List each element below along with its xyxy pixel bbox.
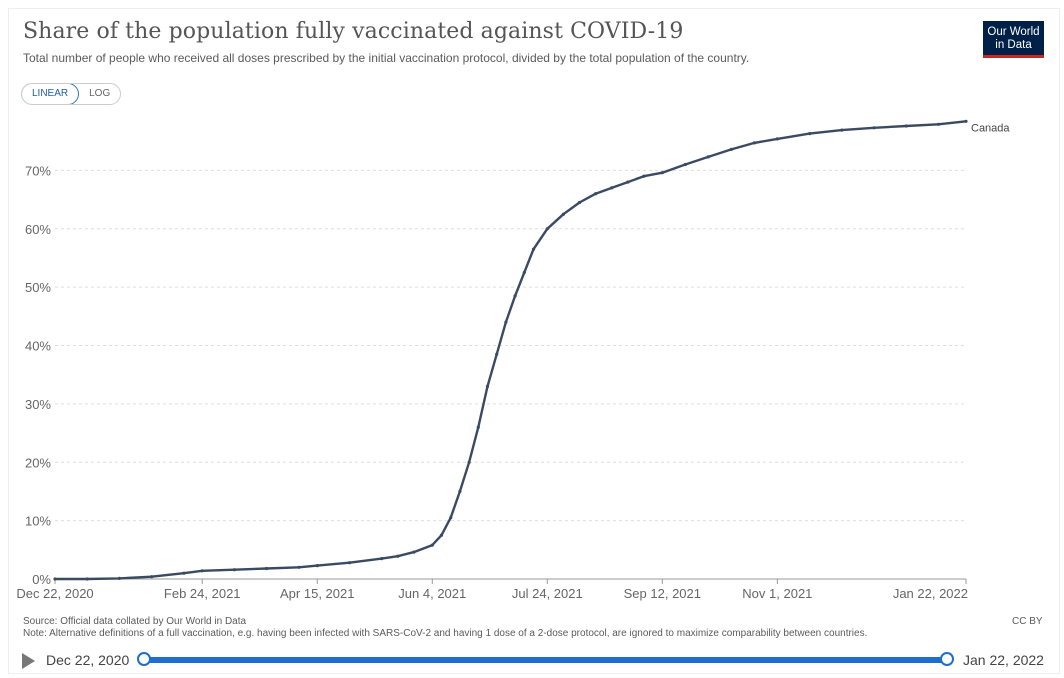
data-point: [775, 137, 780, 141]
data-point: [964, 119, 968, 123]
data-point: [808, 132, 812, 136]
data-point: [449, 516, 453, 520]
data-point: [485, 384, 490, 388]
data-point: [872, 126, 876, 130]
data-point: [522, 270, 526, 275]
data-point: [265, 566, 269, 571]
data-point: [642, 174, 646, 178]
timeline-start-handle[interactable]: [137, 652, 151, 666]
data-point: [752, 141, 757, 145]
data-point: [53, 577, 57, 581]
log-scale-button[interactable]: LOG: [89, 88, 111, 99]
linear-scale-button[interactable]: LINEAR: [22, 84, 80, 104]
timeline: Dec 22, 2020 Jan 22, 2022: [0, 646, 1064, 678]
data-point: [232, 568, 236, 572]
data-point: [458, 489, 462, 493]
note-text: Note: Alternative definitions of a full …: [23, 628, 868, 639]
data-point: [297, 565, 301, 569]
data-point: [594, 192, 598, 196]
play-icon[interactable]: [22, 653, 35, 669]
timeline-end-handle[interactable]: [940, 652, 954, 666]
owid-logo[interactable]: Our World in Data: [983, 21, 1044, 58]
data-point: [904, 124, 908, 128]
data-point: [936, 122, 941, 126]
y-tick-label: 0%: [32, 572, 51, 587]
data-point: [476, 425, 480, 429]
scale-toggle: LINEAR LOG: [21, 83, 122, 105]
y-tick-label: 70%: [25, 163, 51, 178]
data-point: [396, 554, 400, 558]
data-point: [200, 569, 204, 573]
chart-subtitle: Total number of people who received all …: [23, 51, 750, 65]
data-point: [683, 162, 687, 167]
x-tick-label: Dec 22, 2020: [16, 586, 93, 601]
data-point: [117, 576, 121, 581]
timeline-start-label: Dec 22, 2020: [46, 652, 130, 668]
y-tick-label: 40%: [25, 339, 51, 354]
data-point: [577, 200, 582, 205]
x-tick-label: Feb 24, 2021: [164, 586, 241, 601]
timeline-end-label: Jan 22, 2022: [963, 652, 1044, 668]
license-link[interactable]: CC BY: [1012, 616, 1043, 627]
logo-line-1: Our World: [987, 26, 1040, 38]
data-point: [315, 564, 319, 568]
data-point: [840, 128, 844, 132]
x-tick-label: Jun 4, 2021: [398, 586, 466, 601]
data-point: [347, 561, 352, 565]
data-point: [495, 352, 499, 356]
y-tick-label: 30%: [25, 397, 51, 412]
data-point: [729, 147, 733, 151]
data-point: [660, 171, 664, 175]
x-tick-label: Nov 1, 2021: [742, 586, 812, 601]
data-point: [439, 533, 444, 537]
data-point: [150, 575, 154, 579]
chart-title: Share of the population fully vaccinated…: [23, 19, 684, 44]
series-label: Canada: [971, 122, 1010, 134]
data-point: [182, 571, 186, 575]
data-point: [626, 180, 630, 184]
x-tick-label: Jul 24, 2021: [512, 586, 583, 601]
timeline-track[interactable]: [144, 657, 947, 663]
y-tick-label: 20%: [25, 455, 51, 470]
data-point: [85, 577, 89, 581]
x-tick-label: Sep 12, 2021: [624, 586, 701, 601]
series-line: [55, 120, 967, 581]
line-chart: 0% 10% 20% 30% 40% 50% 60% 70% Dec 22, 2020 Feb 2…: [16, 119, 1010, 601]
data-point: [504, 320, 508, 324]
chart-notes: Source: Official data collated by Our Wo…: [23, 616, 867, 640]
chart-frame: [8, 8, 1060, 674]
data-point: [513, 294, 517, 298]
x-tick-label: Jan 22, 2022: [893, 586, 968, 601]
data-point: [610, 186, 614, 190]
y-tick-label: 10%: [25, 514, 51, 529]
x-tick-label: Apr 15, 2021: [280, 586, 354, 601]
data-point: [412, 550, 416, 554]
data-point: [545, 227, 549, 231]
data-point: [430, 543, 434, 547]
data-point: [561, 212, 566, 216]
logo-line-2: in Data: [995, 39, 1032, 51]
source-text: Source: Official data collated by Our Wo…: [23, 616, 247, 627]
data-point: [531, 247, 536, 251]
data-point: [706, 155, 710, 159]
y-tick-label: 50%: [25, 280, 51, 295]
data-point: [467, 460, 471, 464]
data-point: [380, 557, 384, 561]
y-tick-label: 60%: [25, 222, 51, 237]
